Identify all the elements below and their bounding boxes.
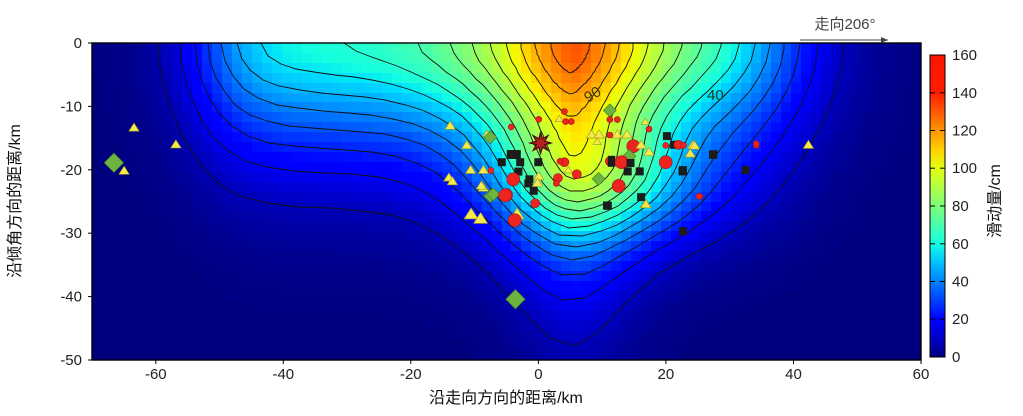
svg-text:-50: -50 xyxy=(60,352,82,369)
svg-text:40: 40 xyxy=(952,274,969,291)
svg-text:60: 60 xyxy=(952,236,969,253)
svg-text:滑动量/cm: 滑动量/cm xyxy=(986,164,1004,238)
svg-text:40: 40 xyxy=(707,87,724,104)
svg-text:-40: -40 xyxy=(272,366,294,383)
svg-text:-20: -20 xyxy=(400,366,422,383)
svg-text:-10: -10 xyxy=(60,98,82,115)
svg-text:120: 120 xyxy=(952,123,977,140)
svg-text:40: 40 xyxy=(785,366,802,383)
svg-text:140: 140 xyxy=(952,85,977,102)
svg-text:-40: -40 xyxy=(60,289,82,306)
svg-text:沿倾角方向的距离/km: 沿倾角方向的距离/km xyxy=(6,124,24,278)
svg-text:100: 100 xyxy=(952,160,977,177)
svg-text:20: 20 xyxy=(658,366,675,383)
svg-text:0: 0 xyxy=(74,35,82,52)
svg-text:-20: -20 xyxy=(60,162,82,179)
svg-text:-60: -60 xyxy=(145,366,167,383)
svg-text:60: 60 xyxy=(913,366,930,383)
svg-text:20: 20 xyxy=(952,311,969,328)
svg-text:走向206°: 走向206° xyxy=(814,16,875,33)
svg-text:0: 0 xyxy=(952,349,960,366)
svg-text:沿走向方向的距离/km: 沿走向方向的距离/km xyxy=(429,389,583,407)
svg-text:80: 80 xyxy=(952,198,969,215)
svg-text:-30: -30 xyxy=(60,225,82,242)
svg-text:0: 0 xyxy=(534,366,542,383)
svg-text:160: 160 xyxy=(952,47,977,64)
